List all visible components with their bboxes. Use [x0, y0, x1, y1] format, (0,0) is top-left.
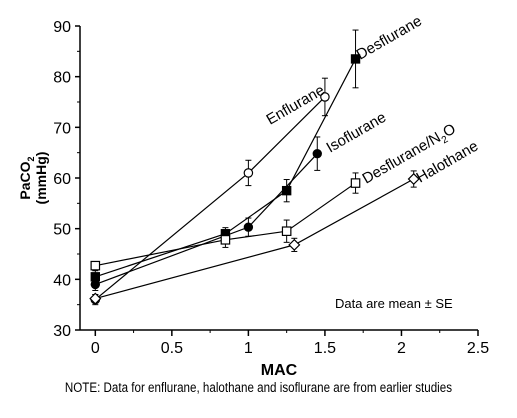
series-1-line [94, 96, 326, 301]
series-3-point [90, 260, 101, 271]
axes: 30 40 50 60 70 80 90 0 0.5 1 1.5 2 2.5 [53, 19, 489, 357]
y-tick-label: 30 [53, 323, 71, 340]
series-4-point [89, 292, 102, 305]
x-tick-label: 1.5 [314, 340, 336, 357]
series-2-point [243, 222, 254, 232]
series-4-point [407, 172, 420, 186]
series-3-point [220, 235, 231, 245]
y-tick-label: 80 [53, 70, 71, 87]
y-tick-label: 70 [53, 120, 71, 137]
y-tick-label: 50 [53, 222, 71, 239]
x-tick-label: 0.5 [161, 340, 183, 357]
series-0-point [281, 185, 292, 196]
y-tick-label: 40 [53, 272, 71, 289]
x-axis-title: MAC [261, 362, 298, 379]
series-0-point [350, 54, 361, 64]
y-tick-label: 60 [53, 171, 71, 188]
x-tick-label: 1 [244, 340, 253, 357]
labels: Desflurane Enflurane Isoflurane Desflura… [17, 12, 481, 379]
x-tick-label: 0 [91, 340, 100, 357]
x-tick-label: 2.5 [467, 340, 489, 357]
y-axis-title: PaCO2 [17, 156, 36, 199]
series-label-isoflurane: Isoflurane [324, 109, 390, 157]
annotation-text: Data are mean ± SE [335, 296, 453, 311]
series-3-line [95, 182, 356, 267]
series-2-point [90, 279, 101, 290]
series-1-point [243, 168, 254, 178]
series-layer [89, 29, 420, 306]
series-3-point [350, 178, 361, 188]
series-1-point [320, 92, 330, 102]
series-4-line [95, 178, 414, 300]
series-2-point [312, 148, 322, 159]
x-tick-label: 2 [397, 340, 406, 357]
y-axis-title-main: PaCO [17, 161, 33, 199]
series-0-line [95, 58, 357, 278]
series-4-point [288, 238, 301, 251]
series-2 [90, 136, 322, 291]
series-label-desflurane: Desflurane [354, 12, 425, 63]
y-axis-units: (mmHg) [33, 152, 49, 205]
series-2-line [95, 153, 318, 285]
series-label-enflurane: Enflurane [264, 82, 328, 129]
series-4 [89, 170, 420, 305]
footnote: NOTE: Data for enflurane, halothane and … [64, 380, 453, 395]
series-3-point [281, 226, 292, 236]
series-3 [90, 172, 361, 271]
y-tick-label: 90 [53, 19, 71, 36]
series-label-desflurane-n2o-sub: 2 [440, 134, 451, 147]
y-axis-title-sub: 2 [26, 156, 36, 161]
